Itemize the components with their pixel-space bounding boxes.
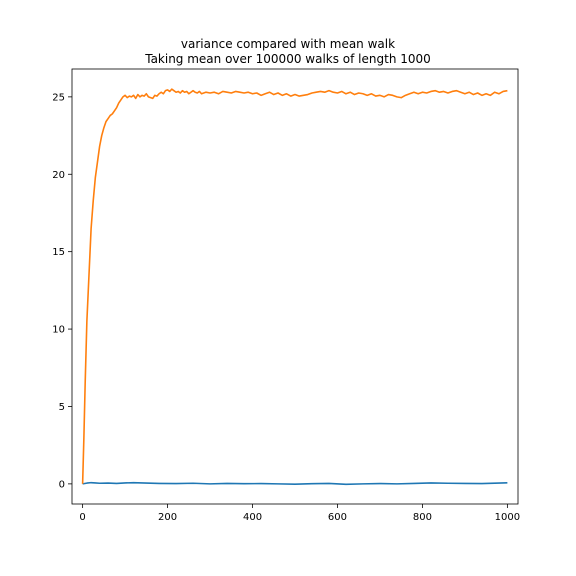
y-tick-label: 10 (52, 325, 65, 336)
x-tick-label: 800 (413, 512, 432, 523)
y-tick-label: 25 (52, 92, 65, 103)
x-tick-label: 200 (158, 512, 177, 523)
ticks-layer: 0 200 400 600 800 1000 0 5 10 15 20 25 (52, 92, 520, 523)
y-tick-label: 0 (59, 479, 65, 490)
x-tick-label: 600 (328, 512, 347, 523)
y-tick-label: 20 (52, 170, 65, 181)
y-tick-label: 5 (59, 402, 65, 413)
x-tick-label: 1000 (495, 512, 520, 523)
plot-frame (72, 69, 518, 504)
x-tick-label: 400 (243, 512, 262, 523)
series-line-2 (83, 89, 508, 484)
series-line-1 (83, 483, 508, 485)
y-tick-label: 15 (52, 247, 65, 258)
x-tick-label: 0 (79, 512, 85, 523)
series-layer (83, 89, 508, 484)
